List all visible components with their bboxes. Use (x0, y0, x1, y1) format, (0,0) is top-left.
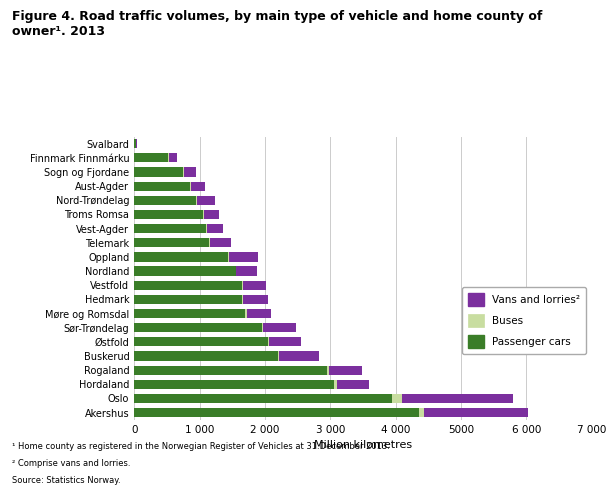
Bar (134, 224, 206, 233)
Bar (207, 224, 223, 233)
Bar (134, 351, 278, 361)
Bar (229, 252, 258, 262)
Bar (246, 309, 271, 318)
Bar (134, 153, 168, 163)
Bar (270, 337, 301, 346)
X-axis label: Million kilometres: Million kilometres (314, 440, 412, 450)
Bar (196, 196, 197, 205)
Bar (134, 323, 262, 332)
Bar (235, 266, 237, 276)
Bar (242, 295, 243, 304)
Bar (191, 182, 205, 191)
Bar (134, 252, 228, 262)
Bar (168, 153, 169, 163)
Bar (237, 266, 257, 276)
Bar (134, 139, 136, 148)
Bar (329, 366, 362, 375)
Bar (169, 153, 178, 163)
Bar (204, 210, 220, 219)
Bar (279, 351, 318, 361)
Bar (136, 139, 137, 148)
Bar (134, 309, 245, 318)
Text: Figure 4. Road traffic volumes, by main type of vehicle and home county of
owner: Figure 4. Road traffic volumes, by main … (12, 10, 542, 38)
Bar (134, 196, 196, 205)
Bar (134, 337, 268, 346)
Bar (134, 210, 203, 219)
Bar (134, 238, 209, 247)
Bar (134, 366, 327, 375)
Bar (184, 167, 196, 177)
Bar (134, 182, 190, 191)
Text: ¹ Home county as registered in the Norwegian Register of Vehicles at 31.December: ¹ Home county as registered in the Norwe… (12, 442, 390, 450)
Bar (209, 238, 210, 247)
Bar (327, 366, 329, 375)
Bar (210, 238, 231, 247)
Bar (134, 167, 183, 177)
Bar (245, 309, 246, 318)
Bar (268, 337, 270, 346)
Bar (197, 196, 215, 205)
Bar (242, 281, 243, 290)
Bar (337, 380, 370, 389)
Text: ² Comprise vans and lorries.: ² Comprise vans and lorries. (12, 459, 131, 468)
Bar (134, 380, 334, 389)
Bar (134, 281, 242, 290)
Text: Source: Statistics Norway.: Source: Statistics Norway. (12, 476, 121, 485)
Bar (134, 295, 242, 304)
Legend: Vans and lorries², Buses, Passenger cars: Vans and lorries², Buses, Passenger cars (462, 287, 586, 354)
Bar (243, 281, 266, 290)
Bar (424, 408, 528, 417)
Bar (134, 266, 235, 276)
Bar (392, 394, 402, 403)
Bar (206, 224, 207, 233)
Bar (418, 408, 424, 417)
Bar (134, 394, 392, 403)
Bar (262, 323, 263, 332)
Bar (134, 408, 418, 417)
Bar (183, 167, 184, 177)
Bar (203, 210, 204, 219)
Bar (190, 182, 191, 191)
Bar (278, 351, 279, 361)
Bar (263, 323, 296, 332)
Bar (402, 394, 513, 403)
Bar (228, 252, 229, 262)
Bar (334, 380, 337, 389)
Bar (243, 295, 268, 304)
